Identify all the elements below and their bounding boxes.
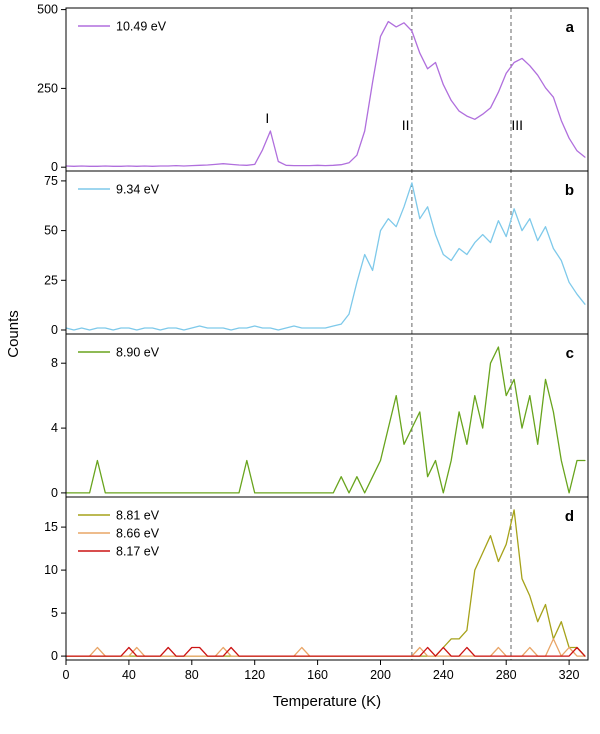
y-axis-label: Counts xyxy=(5,310,22,358)
y-tick-label: 500 xyxy=(37,3,58,17)
x-tick-label: 240 xyxy=(433,668,454,682)
legend-label: 8.17 eV xyxy=(116,545,160,559)
series-line-8.90-eV xyxy=(65,346,586,494)
legend-label: 8.81 eV xyxy=(116,509,160,523)
series-line-8.17-eV xyxy=(65,646,586,657)
y-tick-label: 10 xyxy=(44,563,58,577)
peak-annotation: III xyxy=(511,117,523,133)
panel-letter: b xyxy=(565,182,574,199)
x-tick-label: 160 xyxy=(307,668,328,682)
panel-border-d xyxy=(65,496,589,661)
y-tick-label: 50 xyxy=(44,224,58,238)
peak-annotation: II xyxy=(402,117,410,133)
series-line-10.49-eV xyxy=(65,20,586,167)
x-axis-label: Temperature (K) xyxy=(273,693,381,710)
y-tick-label: 8 xyxy=(51,356,58,370)
y-tick-label: 0 xyxy=(51,160,58,174)
y-tick-label: 0 xyxy=(51,486,58,500)
legend-label: 10.49 eV xyxy=(116,20,167,34)
y-tick-label: 75 xyxy=(44,174,58,188)
y-tick-label: 0 xyxy=(51,323,58,337)
peak-annotation: I xyxy=(265,110,269,126)
legend-label: 9.34 eV xyxy=(116,183,160,197)
legend-label: 8.90 eV xyxy=(116,346,160,360)
y-tick-label: 0 xyxy=(51,649,58,663)
y-tick-label: 25 xyxy=(44,273,58,287)
y-tick-label: 15 xyxy=(44,520,58,534)
series-line-9.34-eV xyxy=(65,182,586,331)
x-tick-label: 280 xyxy=(496,668,517,682)
y-tick-label: 250 xyxy=(37,81,58,95)
legend-label: 8.66 eV xyxy=(116,527,160,541)
x-tick-label: 120 xyxy=(244,668,265,682)
panel-letter: a xyxy=(566,19,575,36)
x-tick-label: 0 xyxy=(63,668,70,682)
x-tick-label: 200 xyxy=(370,668,391,682)
y-tick-label: 5 xyxy=(51,606,58,620)
panel-letter: c xyxy=(566,345,574,362)
x-tick-label: 40 xyxy=(122,668,136,682)
panel-letter: d xyxy=(565,508,574,525)
x-tick-label: 320 xyxy=(559,668,580,682)
y-tick-label: 4 xyxy=(51,421,58,435)
x-tick-label: 80 xyxy=(185,668,199,682)
